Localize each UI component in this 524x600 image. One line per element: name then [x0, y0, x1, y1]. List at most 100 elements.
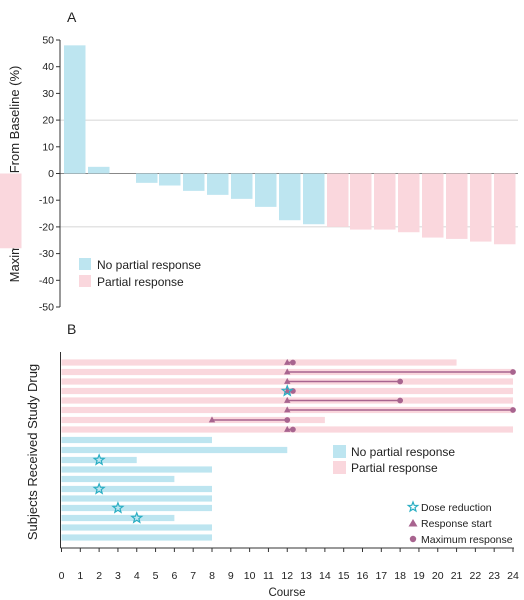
panel-a-legend: No partial response Partial response — [79, 258, 201, 289]
y-tick-label: -10 — [39, 195, 54, 207]
maximum-response-marker — [397, 378, 404, 385]
x-tick-label: 3 — [115, 570, 121, 582]
legend-label-response-start: Response start — [421, 518, 492, 530]
dose-reduction-star — [406, 500, 420, 513]
legend-label-maximum-response: Maximum response — [421, 534, 513, 546]
dose-reduction-marker — [280, 384, 294, 397]
bar-partial — [350, 173, 372, 230]
panel-b-label: B — [67, 321, 76, 337]
panel-a-y-axis: 50 40 30 20 10 0 -10 -20 -30 -40 -50 — [39, 35, 61, 314]
x-tick-label: 16 — [357, 570, 369, 582]
x-tick-label: 8 — [209, 570, 215, 582]
response-start-marker — [284, 396, 291, 403]
subject-bar-no-partial — [61, 446, 288, 454]
panel-b-x-axis-title: Course — [268, 587, 305, 599]
subject-bar-no-partial — [61, 456, 137, 464]
y-tick-label: -30 — [39, 248, 54, 260]
panel-b-response-markers — [92, 358, 516, 524]
x-tick-label: 13 — [300, 570, 312, 582]
x-tick-label: 15 — [338, 570, 350, 582]
x-tick-label: 24 — [507, 570, 519, 582]
y-tick-label: 30 — [42, 88, 54, 100]
panel-b-y-axis-title: Subjects Received Study Drug — [25, 364, 40, 540]
y-tick-label: -20 — [39, 221, 54, 233]
legend-label-dose-reduction: Dose reduction — [421, 502, 492, 514]
x-tick-label: 18 — [394, 570, 406, 582]
subject-bar-no-partial — [61, 534, 212, 541]
bar-partial — [494, 173, 516, 245]
x-tick-label: 22 — [470, 570, 482, 582]
subject-bar-no-partial — [61, 436, 212, 444]
subject-bar-no-partial — [61, 504, 212, 512]
bar-partial — [327, 173, 349, 227]
bar-no-partial — [136, 173, 158, 183]
response-start-marker — [284, 425, 291, 432]
response-start-marker — [284, 358, 291, 365]
subject-bar-no-partial — [61, 466, 212, 473]
legend-swatch-no-partial-response — [79, 258, 91, 270]
dose-reduction-marker — [92, 453, 106, 466]
maximum-response-marker — [284, 417, 291, 423]
y-tick-label: 0 — [48, 168, 54, 180]
bar-no-partial — [279, 173, 301, 221]
bar-partial — [422, 173, 444, 238]
y-tick-label: 20 — [42, 115, 54, 127]
legend-label-partial-response-b: Partial response — [351, 461, 438, 475]
x-tick-label: 12 — [281, 570, 293, 582]
y-tick-label: -40 — [39, 275, 54, 287]
panel-b-x-axis: 0 1 2 3 4 5 6 7 8 9 10 11 12 13 14 15 16 17 18 19 20 21 22 23 24 — [59, 352, 519, 582]
y-tick-label: -50 — [39, 302, 54, 314]
subject-bar-no-partial — [61, 495, 212, 502]
panel-a: A Maximum Change From Baseline (%) 50403… — [0, 9, 518, 314]
x-tick-label: 7 — [190, 570, 196, 582]
subject-bar-partial — [61, 416, 325, 424]
dose-reduction-marker — [111, 501, 125, 514]
panel-b-legend: No partial response Partial response Dos… — [333, 445, 513, 546]
x-tick-label: 21 — [451, 570, 463, 582]
x-tick-label: 4 — [134, 570, 140, 582]
maximum-response-marker — [510, 407, 516, 413]
x-tick-label: 9 — [228, 570, 234, 582]
legend-label-no-partial-response: No partial response — [97, 258, 201, 272]
dose-reduction-marker — [130, 511, 144, 524]
bar-partial — [398, 173, 420, 233]
bar-partial — [446, 173, 468, 239]
response-start-marker — [284, 368, 291, 375]
bar-no-partial — [88, 166, 110, 174]
panel-a-label: A — [67, 9, 77, 25]
bar-partial — [374, 173, 396, 230]
legend-swatch-partial-response-b — [333, 461, 346, 474]
legend-dose-reduction-icon — [406, 500, 420, 513]
response-start-marker — [208, 416, 216, 423]
x-tick-label: 11 — [263, 570, 274, 582]
legend-response-start-icon — [408, 519, 418, 527]
x-tick-label: 5 — [153, 570, 159, 582]
bar-no-partial — [159, 173, 181, 186]
bar-no-partial — [231, 173, 253, 199]
bar-no-partial — [303, 173, 325, 225]
legend-label-partial-response: Partial response — [97, 275, 184, 289]
x-tick-label: 1 — [77, 570, 83, 582]
subject-bar-no-partial — [61, 475, 175, 483]
x-tick-label: 20 — [432, 570, 444, 582]
bar-partial — [0, 173, 22, 249]
x-tick-label: 19 — [413, 570, 425, 582]
legend-swatch-partial-response — [79, 275, 91, 287]
subject-bar-no-partial — [61, 524, 212, 531]
x-tick-label: 10 — [244, 570, 256, 582]
y-tick-label: 40 — [42, 61, 54, 73]
legend-label-no-partial-response-b: No partial response — [351, 445, 455, 459]
dose-reduction-marker — [92, 482, 106, 495]
subject-bar-no-partial — [61, 514, 175, 522]
bar-no-partial — [255, 173, 277, 207]
y-tick-label: 50 — [42, 35, 54, 47]
x-tick-label: 2 — [96, 570, 102, 582]
x-tick-label: 14 — [319, 570, 331, 582]
maximum-response-marker — [397, 397, 404, 404]
x-tick-label: 6 — [171, 570, 177, 582]
x-tick-label: 23 — [488, 570, 500, 582]
maximum-response-marker — [289, 359, 296, 366]
x-tick-label: 0 — [59, 570, 65, 582]
